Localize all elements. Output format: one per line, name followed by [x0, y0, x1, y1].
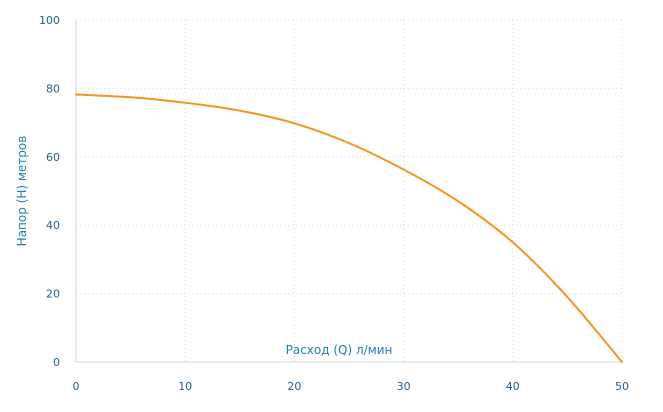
- labels-layer: Расход (Q) л/мин Напор (H) метров: [15, 136, 392, 357]
- x-axis-label: Расход (Q) л/мин: [286, 343, 393, 357]
- y-tick-label: 80: [46, 82, 60, 95]
- series-line-0: [75, 93, 623, 363]
- x-tick-label: 30: [397, 380, 411, 393]
- y-tick-label: 20: [46, 288, 60, 301]
- y-tick-label: 0: [53, 356, 60, 369]
- x-tick-label: 0: [73, 380, 80, 393]
- series-layer: [75, 93, 623, 363]
- x-tick-label: 40: [506, 380, 520, 393]
- y-tick-label: 40: [46, 219, 60, 232]
- x-tick-label: 50: [615, 380, 629, 393]
- x-tick-label: 10: [178, 380, 192, 393]
- grid: [76, 19, 623, 362]
- y-tick-label: 60: [46, 151, 60, 164]
- y-axis-label: Напор (H) метров: [15, 136, 29, 247]
- x-tick-label: 20: [287, 380, 301, 393]
- axes: 0 20 40 60 80 100 0 10 20 30 40 50: [39, 14, 629, 393]
- y-tick-label: 100: [39, 14, 60, 27]
